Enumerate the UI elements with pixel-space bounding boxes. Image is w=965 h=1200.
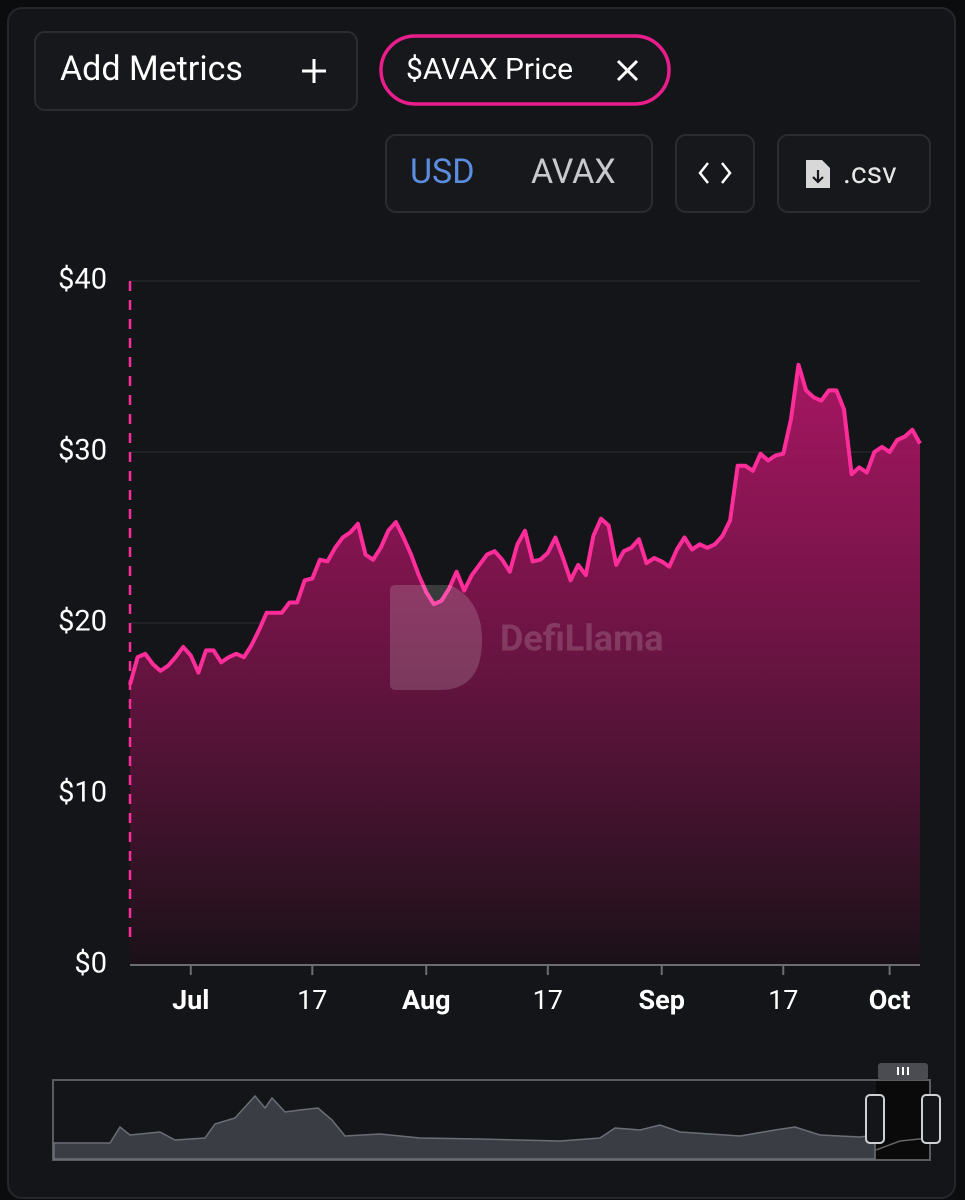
csv-label[interactable]: .csv — [843, 156, 897, 191]
watermark-text: DefiLlama — [500, 618, 664, 660]
x-tick-label: Sep — [639, 984, 685, 1016]
metric-chip[interactable]: $AVAX Price — [379, 34, 671, 106]
x-tick-label: 17 — [768, 984, 798, 1016]
x-tick-label: Aug — [402, 984, 451, 1016]
x-tick-label: 17 — [297, 984, 327, 1016]
brush-handle-right[interactable] — [921, 1094, 941, 1144]
chip-box[interactable] — [379, 34, 671, 106]
y-tick-label: $0 — [74, 947, 107, 981]
x-tick-label: Jul — [172, 984, 209, 1016]
avax-option[interactable]: AVAX — [531, 152, 616, 192]
usd-option[interactable]: USD — [410, 152, 475, 192]
brush-selection-line — [875, 1137, 930, 1151]
plot: $0 $10 $20 $30 $40 Jul 17 Aug 17 Sep 17 Oct — [58, 263, 922, 1016]
button-box[interactable] — [777, 134, 931, 213]
y-tick-label: $20 — [58, 605, 107, 639]
area-fill — [130, 364, 920, 965]
close-icon[interactable] — [616, 59, 639, 82]
watermark: DefiLlama — [390, 585, 664, 690]
button-box[interactable] — [34, 31, 358, 111]
plus-icon[interactable] — [302, 59, 326, 83]
range-brush[interactable] — [52, 1063, 941, 1161]
download-arrow[interactable] — [812, 170, 824, 184]
y-tick-label: $40 — [58, 263, 107, 297]
toggle-box — [385, 134, 653, 213]
denomination-toggle: USD AVAX — [385, 134, 653, 213]
embed-button[interactable] — [675, 134, 755, 213]
code-icon[interactable] — [698, 162, 732, 184]
brush-sparkline — [53, 1094, 876, 1160]
button-label[interactable]: Add Metrics — [60, 49, 243, 89]
button-box[interactable] — [675, 134, 755, 213]
add-metrics-button[interactable]: Add Metrics — [34, 31, 358, 111]
y-tick-label: $30 — [58, 434, 107, 468]
csv-button[interactable]: .csv — [777, 134, 931, 213]
watermark-logo — [390, 585, 482, 690]
x-tick-label: 17 — [533, 984, 563, 1016]
chip-label[interactable]: $AVAX Price — [406, 52, 573, 87]
brush-handle-left[interactable] — [865, 1094, 885, 1144]
y-tick-label: $10 — [58, 776, 107, 810]
x-tick-label: Oct — [869, 984, 911, 1016]
grip-icon[interactable] — [897, 1067, 909, 1075]
price-line — [128, 362, 922, 686]
